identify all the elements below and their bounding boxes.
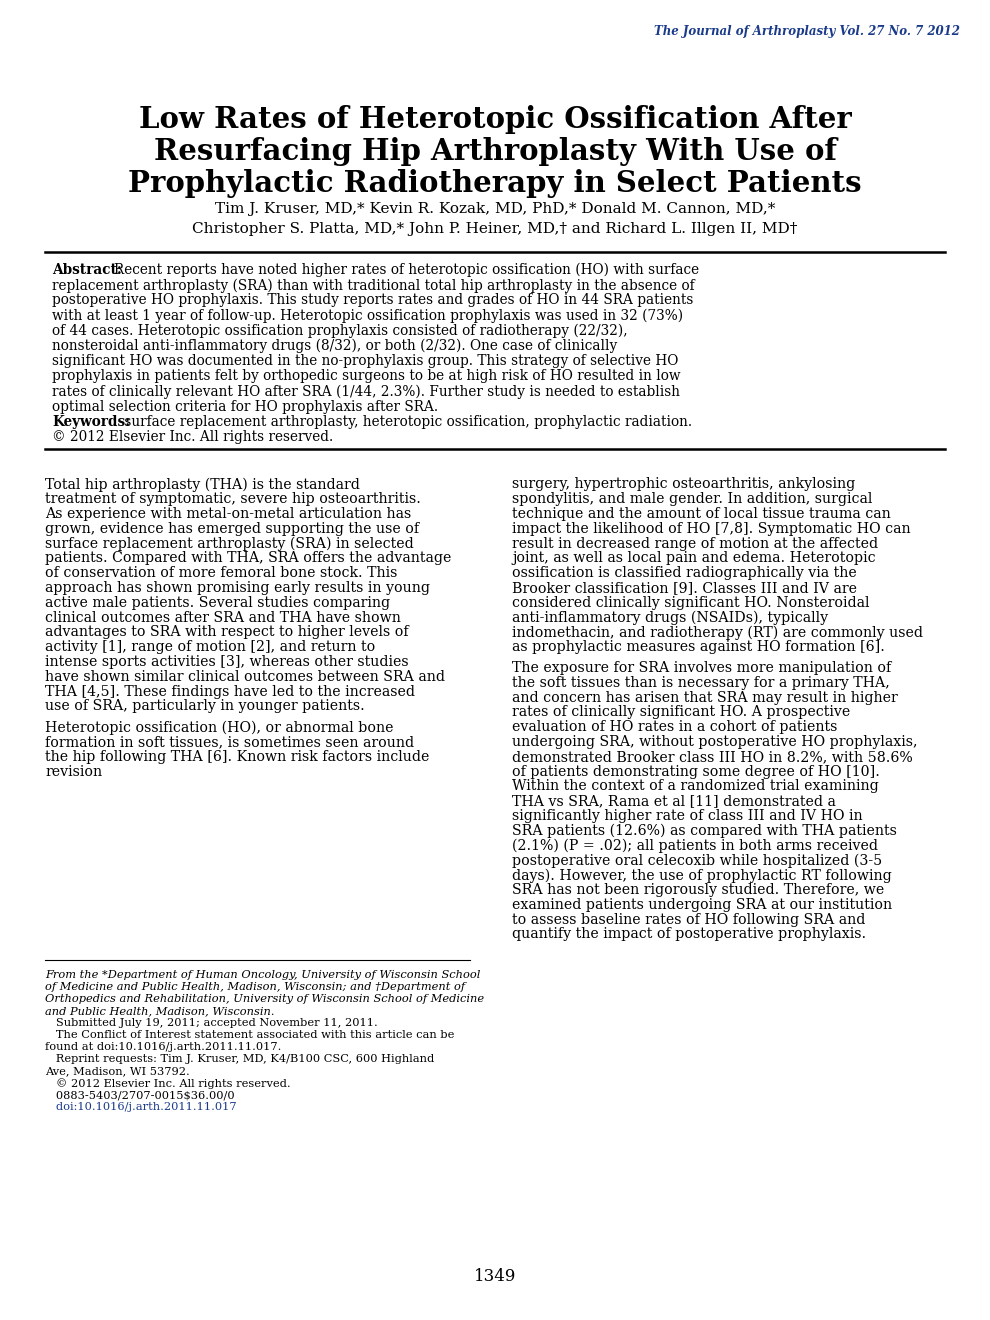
Text: doi:10.1016/j.arth.2011.11.017: doi:10.1016/j.arth.2011.11.017 <box>45 1102 237 1113</box>
Text: of patients demonstrating some degree of HO [10].: of patients demonstrating some degree of… <box>513 764 880 779</box>
Text: formation in soft tissues, is sometimes seen around: formation in soft tissues, is sometimes … <box>45 735 414 748</box>
Text: Prophylactic Radiotherapy in Select Patients: Prophylactic Radiotherapy in Select Pati… <box>128 169 862 198</box>
Text: prophylaxis in patients felt by orthopedic surgeons to be at high risk of HO res: prophylaxis in patients felt by orthoped… <box>52 370 680 383</box>
Text: Brooker classification [9]. Classes III and IV are: Brooker classification [9]. Classes III … <box>513 581 857 595</box>
Text: rates of clinically relevant HO after SRA (1/44, 2.3%). Further study is needed : rates of clinically relevant HO after SR… <box>52 384 680 399</box>
Text: postoperative oral celecoxib while hospitalized (3-5: postoperative oral celecoxib while hospi… <box>513 854 883 867</box>
Text: THA [4,5]. These findings have led to the increased: THA [4,5]. These findings have led to th… <box>45 685 415 698</box>
Text: significant HO was documented in the no-prophylaxis group. This strategy of sele: significant HO was documented in the no-… <box>52 354 678 368</box>
Text: use of SRA, particularly in younger patients.: use of SRA, particularly in younger pati… <box>45 700 364 713</box>
Text: nonsteroidal anti-inflammatory drugs (8/32), or both (2/32). One case of clinica: nonsteroidal anti-inflammatory drugs (8/… <box>52 339 617 354</box>
Text: quantify the impact of postoperative prophylaxis.: quantify the impact of postoperative pro… <box>513 928 866 941</box>
Text: postoperative HO prophylaxis. This study reports rates and grades of HO in 44 SR: postoperative HO prophylaxis. This study… <box>52 293 693 308</box>
Text: have shown similar clinical outcomes between SRA and: have shown similar clinical outcomes bet… <box>45 669 445 684</box>
Text: As experience with metal-on-metal articulation has: As experience with metal-on-metal articu… <box>45 507 411 521</box>
Text: evaluation of HO rates in a cohort of patients: evaluation of HO rates in a cohort of pa… <box>513 721 838 734</box>
Text: of 44 cases. Heterotopic ossification prophylaxis consisted of radiotherapy (22/: of 44 cases. Heterotopic ossification pr… <box>52 323 628 338</box>
Text: considered clinically significant HO. Nonsteroidal: considered clinically significant HO. No… <box>513 595 870 610</box>
Text: Orthopedics and Rehabilitation, University of Wisconsin School of Medicine: Orthopedics and Rehabilitation, Universi… <box>45 994 484 1005</box>
Text: the hip following THA [6]. Known risk factors include: the hip following THA [6]. Known risk fa… <box>45 750 430 764</box>
Text: examined patients undergoing SRA at our institution: examined patients undergoing SRA at our … <box>513 898 893 912</box>
Text: 0883-5403/2707-0015$36.00/0: 0883-5403/2707-0015$36.00/0 <box>45 1090 235 1100</box>
Text: Recent reports have noted higher rates of heterotopic ossification (HO) with sur: Recent reports have noted higher rates o… <box>114 263 699 277</box>
Text: activity [1], range of motion [2], and return to: activity [1], range of motion [2], and r… <box>45 640 375 655</box>
Text: found at doi:10.1016/j.arth.2011.11.017.: found at doi:10.1016/j.arth.2011.11.017. <box>45 1043 281 1052</box>
Text: © 2012 Elsevier Inc. All rights reserved.: © 2012 Elsevier Inc. All rights reserved… <box>45 1078 291 1089</box>
Text: to assess baseline rates of HO following SRA and: to assess baseline rates of HO following… <box>513 912 866 927</box>
Text: surgery, hypertrophic osteoarthritis, ankylosing: surgery, hypertrophic osteoarthritis, an… <box>513 478 855 491</box>
Text: SRA patients (12.6%) as compared with THA patients: SRA patients (12.6%) as compared with TH… <box>513 824 897 838</box>
Text: surface replacement arthroplasty, heterotopic ossification, prophylactic radiati: surface replacement arthroplasty, hetero… <box>120 414 692 429</box>
Text: ossification is classified radiographically via the: ossification is classified radiographica… <box>513 566 857 581</box>
Text: Low Rates of Heterotopic Ossification After: Low Rates of Heterotopic Ossification Af… <box>139 106 851 135</box>
Text: replacement arthroplasty (SRA) than with traditional total hip arthroplasty in t: replacement arthroplasty (SRA) than with… <box>52 279 695 293</box>
Text: spondylitis, and male gender. In addition, surgical: spondylitis, and male gender. In additio… <box>513 492 873 506</box>
Text: impact the likelihood of HO [7,8]. Symptomatic HO can: impact the likelihood of HO [7,8]. Sympt… <box>513 521 911 536</box>
Text: Within the context of a randomized trial examining: Within the context of a randomized trial… <box>513 779 879 793</box>
Text: Tim J. Kruser, MD,* Kevin R. Kozak, MD, PhD,* Donald M. Cannon, MD,*: Tim J. Kruser, MD,* Kevin R. Kozak, MD, … <box>215 202 775 216</box>
Text: demonstrated Brooker class III HO in 8.2%, with 58.6%: demonstrated Brooker class III HO in 8.2… <box>513 750 913 764</box>
Text: The Journal of Arthroplasty Vol. 27 No. 7 2012: The Journal of Arthroplasty Vol. 27 No. … <box>654 25 960 38</box>
Text: From the *Department of Human Oncology, University of Wisconsin School: From the *Department of Human Oncology, … <box>45 970 480 981</box>
Text: patients. Compared with THA, SRA offers the advantage: patients. Compared with THA, SRA offers … <box>45 552 451 565</box>
Text: SRA has not been rigorously studied. Therefore, we: SRA has not been rigorously studied. The… <box>513 883 885 898</box>
Text: rates of clinically significant HO. A prospective: rates of clinically significant HO. A pr… <box>513 705 850 719</box>
Text: advantages to SRA with respect to higher levels of: advantages to SRA with respect to higher… <box>45 626 409 639</box>
Text: Submitted July 19, 2011; accepted November 11, 2011.: Submitted July 19, 2011; accepted Novemb… <box>45 1018 378 1028</box>
Text: anti-inflammatory drugs (NSAIDs), typically: anti-inflammatory drugs (NSAIDs), typica… <box>513 611 829 624</box>
Text: and concern has arisen that SRA may result in higher: and concern has arisen that SRA may resu… <box>513 690 898 705</box>
Text: intense sports activities [3], whereas other studies: intense sports activities [3], whereas o… <box>45 655 409 669</box>
Text: Keywords:: Keywords: <box>52 414 130 429</box>
Text: treatment of symptomatic, severe hip osteoarthritis.: treatment of symptomatic, severe hip ost… <box>45 492 421 506</box>
Text: clinical outcomes after SRA and THA have shown: clinical outcomes after SRA and THA have… <box>45 611 401 624</box>
Text: approach has shown promising early results in young: approach has shown promising early resul… <box>45 581 430 595</box>
Text: technique and the amount of local tissue trauma can: technique and the amount of local tissue… <box>513 507 891 521</box>
Text: (2.1%) (P = .02); all patients in both arms received: (2.1%) (P = .02); all patients in both a… <box>513 838 878 853</box>
Text: THA vs SRA, Rama et al [11] demonstrated a: THA vs SRA, Rama et al [11] demonstrated… <box>513 795 837 808</box>
Text: revision: revision <box>45 764 102 779</box>
Text: Resurfacing Hip Arthroplasty With Use of: Resurfacing Hip Arthroplasty With Use of <box>153 137 837 166</box>
Text: Heterotopic ossification (HO), or abnormal bone: Heterotopic ossification (HO), or abnorm… <box>45 721 393 735</box>
Text: days). However, the use of prophylactic RT following: days). However, the use of prophylactic … <box>513 869 892 883</box>
Text: Reprint requests: Tim J. Kruser, MD, K4/B100 CSC, 600 Highland: Reprint requests: Tim J. Kruser, MD, K4/… <box>45 1055 435 1064</box>
Text: of conservation of more femoral bone stock. This: of conservation of more femoral bone sto… <box>45 566 397 581</box>
Text: grown, evidence has emerged supporting the use of: grown, evidence has emerged supporting t… <box>45 521 419 536</box>
Text: of Medicine and Public Health, Madison, Wisconsin; and †Department of: of Medicine and Public Health, Madison, … <box>45 982 465 993</box>
Text: optimal selection criteria for HO prophylaxis after SRA.: optimal selection criteria for HO prophy… <box>52 400 439 413</box>
Text: undergoing SRA, without postoperative HO prophylaxis,: undergoing SRA, without postoperative HO… <box>513 735 918 748</box>
Text: as prophylactic measures against HO formation [6].: as prophylactic measures against HO form… <box>513 640 885 655</box>
Text: Christopher S. Platta, MD,* John P. Heiner, MD,† and Richard L. Illgen II, MD†: Christopher S. Platta, MD,* John P. Hein… <box>192 222 798 236</box>
Text: The Conflict of Interest statement associated with this article can be: The Conflict of Interest statement assoc… <box>45 1030 454 1040</box>
Text: the soft tissues than is necessary for a primary THA,: the soft tissues than is necessary for a… <box>513 676 890 690</box>
Text: © 2012 Elsevier Inc. All rights reserved.: © 2012 Elsevier Inc. All rights reserved… <box>52 430 334 445</box>
Text: joint, as well as local pain and edema. Heterotopic: joint, as well as local pain and edema. … <box>513 552 876 565</box>
Text: with at least 1 year of follow-up. Heterotopic ossification prophylaxis was used: with at least 1 year of follow-up. Heter… <box>52 309 683 323</box>
Text: significantly higher rate of class III and IV HO in: significantly higher rate of class III a… <box>513 809 863 822</box>
Text: surface replacement arthroplasty (SRA) in selected: surface replacement arthroplasty (SRA) i… <box>45 537 414 550</box>
Text: indomethacin, and radiotherapy (RT) are commonly used: indomethacin, and radiotherapy (RT) are … <box>513 626 924 640</box>
Text: Abstract:: Abstract: <box>52 263 122 277</box>
Text: 1349: 1349 <box>474 1269 516 1284</box>
Text: The exposure for SRA involves more manipulation of: The exposure for SRA involves more manip… <box>513 661 892 675</box>
Text: result in decreased range of motion at the affected: result in decreased range of motion at t… <box>513 537 879 550</box>
Text: active male patients. Several studies comparing: active male patients. Several studies co… <box>45 595 390 610</box>
Text: Total hip arthroplasty (THA) is the standard: Total hip arthroplasty (THA) is the stan… <box>45 478 360 492</box>
Text: and Public Health, Madison, Wisconsin.: and Public Health, Madison, Wisconsin. <box>45 1006 274 1016</box>
Text: Ave, Madison, WI 53792.: Ave, Madison, WI 53792. <box>45 1067 190 1076</box>
